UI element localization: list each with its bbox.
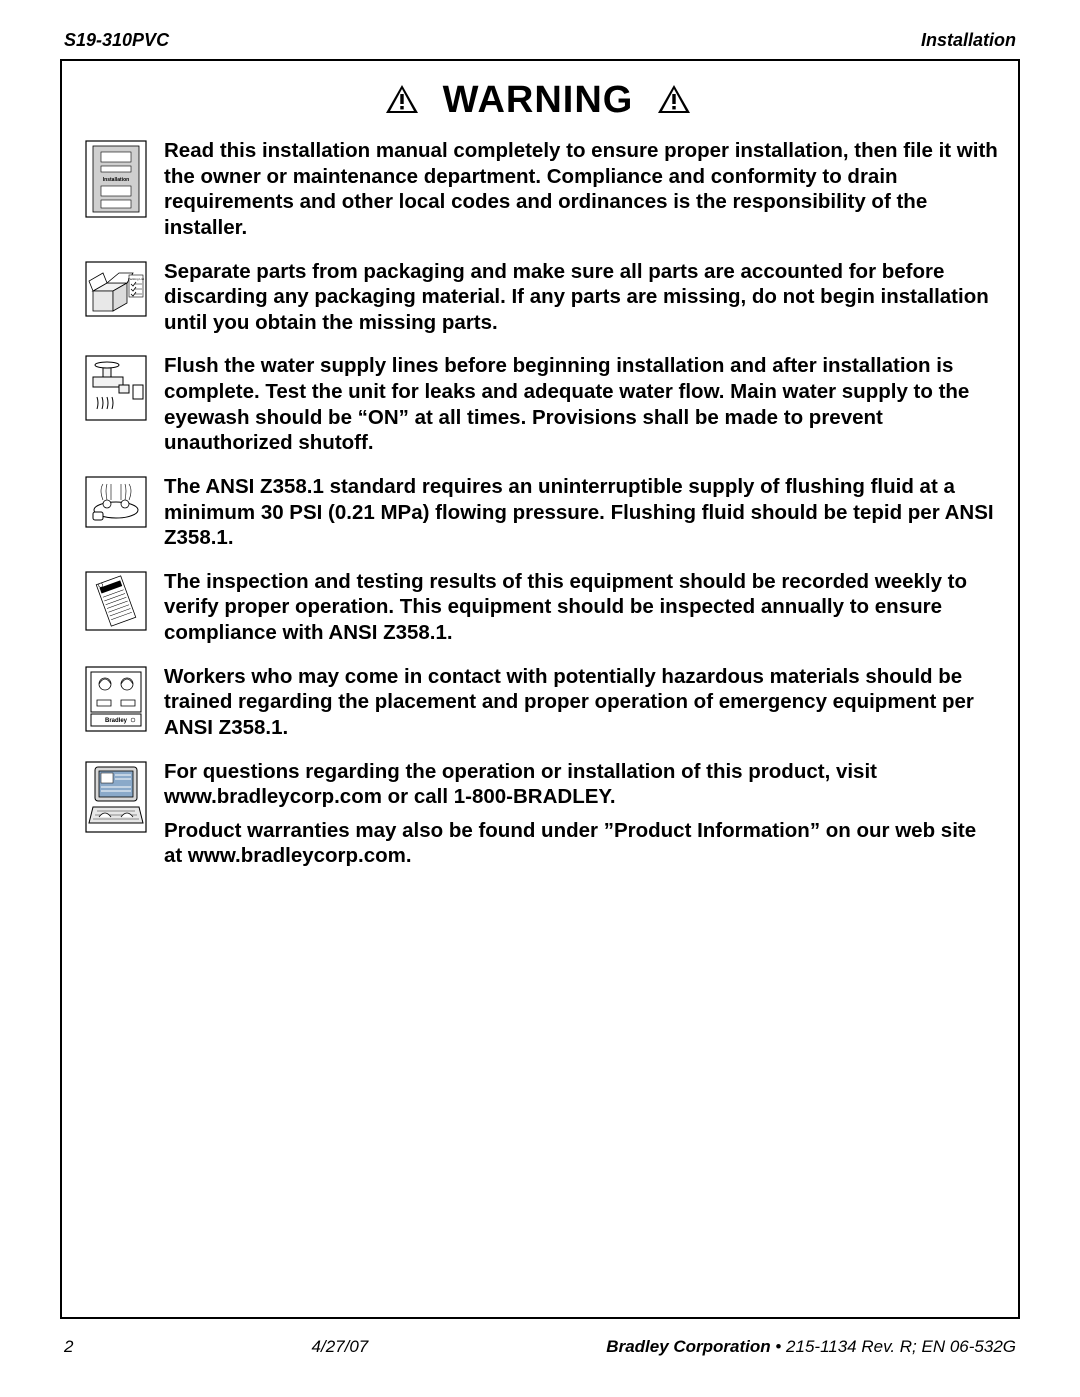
header-model: S19-310PVC xyxy=(64,30,169,51)
faucet-icon xyxy=(76,353,156,421)
warning-item-text: Workers who may come in contact with pot… xyxy=(156,664,1000,749)
box-icon: Packing List xyxy=(76,259,156,317)
footer-corp: Bradley Corporation • 215-1134 Rev. R; E… xyxy=(606,1337,1016,1357)
warning-heading: WARNING xyxy=(76,79,1000,124)
page: S19-310PVC Installation WARNING Installa… xyxy=(60,30,1020,1367)
computer-icon xyxy=(76,759,156,833)
page-header: S19-310PVC Installation xyxy=(60,30,1020,59)
header-section: Installation xyxy=(921,30,1016,51)
warning-item: Bradley Workers who may come in contact … xyxy=(76,664,1000,749)
warning-item-text: Read this installation manual completely… xyxy=(156,138,1000,249)
safety-sign-icon: Bradley xyxy=(76,664,156,732)
page-footer: 2 4/27/07 Bradley Corporation • 215-1134… xyxy=(60,1337,1020,1357)
warning-item: The ANSI Z358.1 standard requires an uni… xyxy=(76,474,1000,559)
svg-text:Installation: Installation xyxy=(103,177,129,183)
eyewash-icon xyxy=(76,474,156,528)
warning-item-text: Separate parts from packaging and make s… xyxy=(156,259,1000,344)
footer-page-number: 2 xyxy=(64,1337,73,1357)
warning-item: Installation Read this installation manu… xyxy=(76,138,1000,249)
inspection-tag-icon xyxy=(76,569,156,631)
warning-item: Packing List Separate parts from packagi… xyxy=(76,259,1000,344)
warning-item: The inspection and testing results of th… xyxy=(76,569,1000,654)
svg-text:Bradley: Bradley xyxy=(105,718,128,724)
warning-item-text: The ANSI Z358.1 standard requires an uni… xyxy=(156,474,1000,559)
warning-triangle-icon xyxy=(385,81,419,124)
warning-item-text: Flush the water supply lines before begi… xyxy=(156,353,1000,464)
manual-icon: Installation xyxy=(76,138,156,218)
warning-triangle-icon xyxy=(657,81,691,124)
warning-panel: WARNING Installation Read this install xyxy=(60,59,1020,1319)
warning-item: Flush the water supply lines before begi… xyxy=(76,353,1000,464)
warning-item: For questions regarding the operation or… xyxy=(76,759,1000,878)
warning-title-text: WARNING xyxy=(443,79,634,121)
svg-text:Packing List: Packing List xyxy=(128,277,144,281)
warning-item-text: The inspection and testing results of th… xyxy=(156,569,1000,654)
footer-date: 4/27/07 xyxy=(312,1337,369,1357)
warning-item-text: For questions regarding the operation or… xyxy=(156,759,1000,878)
